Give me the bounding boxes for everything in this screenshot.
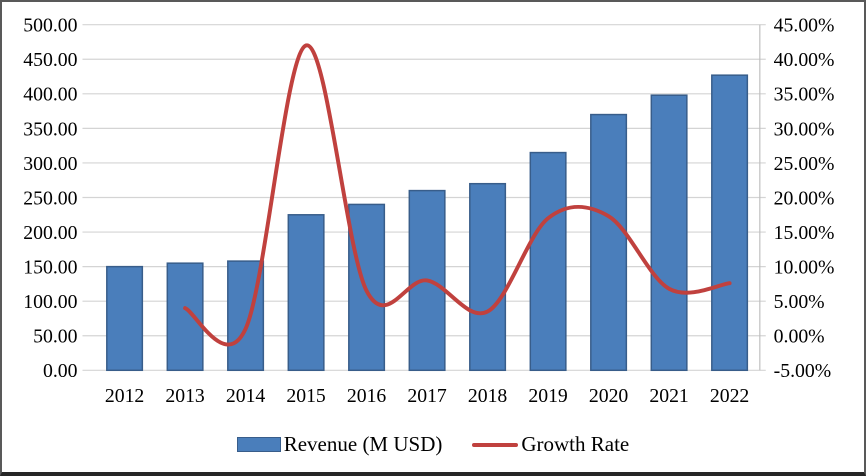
y-axis-label-left: 100.00 (23, 291, 77, 313)
y-axis-label-left: 250.00 (23, 187, 77, 209)
x-axis-label-2012: 2012 (105, 385, 144, 407)
x-axis-label-2021: 2021 (649, 385, 688, 407)
growth-line (183, 43, 732, 347)
y-axis-label-left: 300.00 (23, 153, 77, 175)
y-axis-label-left: 450.00 (23, 49, 77, 71)
x-axis-label-2022: 2022 (710, 385, 749, 407)
legend-revenue-label: Revenue (M USD) (283, 432, 443, 456)
legend-growth-swatch (472, 442, 519, 447)
revenue-bar-2020 (590, 113, 628, 372)
y-axis-label-right: 20.00% (774, 187, 835, 209)
revenue-bar-2018 (469, 182, 507, 372)
y-axis-label-right: 45.00% (774, 15, 835, 37)
x-axis-label-2020: 2020 (589, 385, 629, 407)
revenue-bar-2015 (287, 214, 325, 372)
legend-revenue-swatch (236, 437, 281, 452)
x-axis-label-2014: 2014 (226, 385, 266, 407)
x-axis-label-2017: 2017 (407, 385, 447, 407)
legend-growth-label: Growth Rate (521, 432, 630, 456)
x-axis-label-2016: 2016 (347, 385, 387, 407)
y-axis-label-left: 50.00 (33, 326, 78, 348)
revenue-bar-2021 (650, 94, 688, 372)
y-axis-label-right: 5.00% (774, 291, 825, 313)
y-axis-label-right: 35.00% (774, 84, 835, 106)
revenue-bar-2019 (529, 151, 567, 372)
x-axis-label-2013: 2013 (165, 385, 205, 407)
y-axis-label-left: 400.00 (23, 84, 77, 106)
y-axis-label-right: 40.00% (774, 49, 835, 71)
y-axis-label-left: 0.00 (43, 360, 78, 382)
y-axis-label-right: 25.00% (774, 153, 835, 175)
legend: Revenue (M USD) Growth Rate (2, 432, 864, 457)
y-axis-label-left: 350.00 (23, 118, 77, 140)
y-axis-label-right: 10.00% (774, 257, 835, 279)
x-axis-label-2018: 2018 (468, 385, 508, 407)
y-axis-label-right: 0.00% (774, 326, 825, 348)
y-axis-label-left: 200.00 (23, 222, 77, 244)
x-axis-label-2015: 2015 (286, 385, 326, 407)
revenue-bar-2013 (166, 262, 204, 372)
x-axis-label-2019: 2019 (528, 385, 568, 407)
y-axis-label-right: 30.00% (774, 118, 835, 140)
y-axis-label-left: 500.00 (23, 15, 77, 37)
y-axis-label-left: 150.00 (23, 257, 77, 279)
revenue-bar-2022 (711, 74, 749, 372)
revenue-bar-2012 (106, 265, 144, 372)
y-axis-label-right: 15.00% (774, 222, 835, 244)
revenue-bar-2017 (408, 189, 446, 372)
y-axis-label-right: -5.00% (774, 360, 832, 382)
